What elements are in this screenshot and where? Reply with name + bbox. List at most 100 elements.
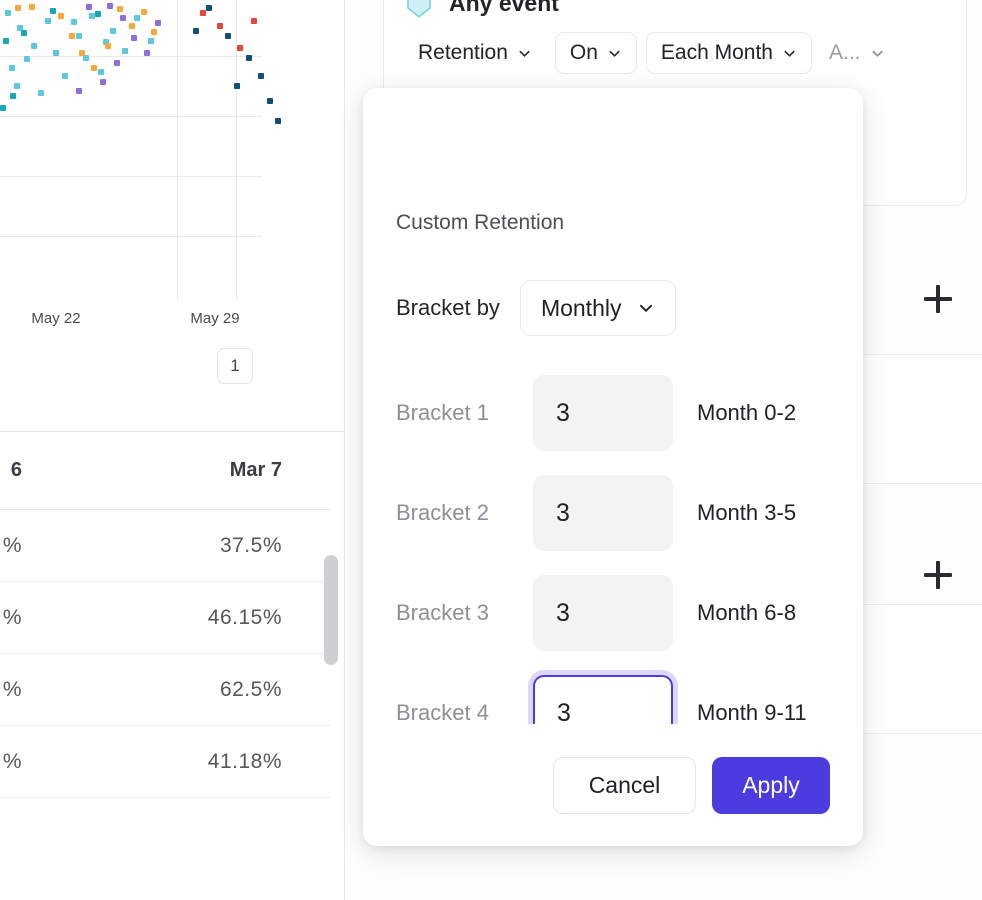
chart-data-point [53, 50, 60, 56]
table-scrollbar-thumb[interactable] [324, 555, 338, 665]
chart-gridline [0, 236, 262, 237]
bracket-range-label: Month 3-5 [697, 500, 797, 525]
chart-data-point [99, 78, 106, 85]
chart-data-point [104, 42, 111, 49]
chart-page-indicator[interactable]: 1 [217, 348, 253, 384]
table-row: % 46.15% [0, 582, 330, 654]
chart-data-point [192, 27, 199, 34]
table-header-cell: Mar 7 [229, 459, 282, 481]
metric-type-label: Retention [418, 41, 508, 64]
apply-button[interactable]: Apply [712, 756, 830, 814]
bracket-size-input[interactable]: 3 [533, 375, 673, 451]
chart-data-point [75, 87, 82, 94]
chart-data-point [13, 82, 20, 89]
bracket-label: Bracket 3 [396, 600, 489, 625]
chart-data-point [151, 28, 158, 35]
chart-data-point [116, 6, 123, 13]
chart-data-point [154, 20, 161, 26]
modal-footer: Cancel Apply [363, 724, 863, 846]
bracket-by-row: Bracket by Monthly [396, 280, 677, 336]
chart-data-point [75, 32, 82, 39]
chart-gridline [0, 56, 262, 57]
chart-data-point [49, 7, 56, 14]
chart-gridline [0, 176, 262, 177]
chart-plot-area [0, 0, 282, 300]
event-config-pill-row: Retention On Each Month [404, 32, 893, 74]
table-header-cell: 6 [10, 459, 22, 481]
table-cell: % [2, 605, 22, 629]
retention-table: 6 Mar 7% 37.5%% 46.15%% 62.5%% 41.18% [0, 432, 344, 900]
chart-data-point [110, 27, 117, 34]
bracket-size-input[interactable]: 3 [533, 475, 673, 551]
chevron-down-icon [519, 50, 530, 57]
chart-data-point [206, 5, 213, 11]
chart-gridline [177, 0, 178, 300]
period-dropdown[interactable]: Each Month [645, 32, 812, 74]
chart-data-point [17, 25, 24, 31]
chart-data-point [79, 50, 86, 56]
modal-title: Custom Retention [396, 211, 565, 234]
chart-data-point [258, 72, 264, 79]
add-step-button-2[interactable] [924, 561, 952, 589]
panel-divider [0, 431, 344, 432]
chart-data-point [103, 38, 110, 45]
chart-data-point [141, 8, 148, 15]
on-dropdown[interactable]: On [554, 32, 637, 74]
chart-data-point [3, 37, 10, 44]
table-cell: % [2, 533, 22, 557]
chart-data-point [129, 22, 135, 29]
bracket-size-input[interactable]: 3 [533, 575, 673, 651]
chart-data-point [68, 32, 75, 39]
bracket-range-label: Month 9-11 [697, 700, 807, 725]
table-cell: % [2, 677, 22, 701]
chart-data-point [86, 3, 92, 10]
chart-data-point [120, 15, 127, 21]
chart-data-point [30, 42, 37, 49]
table-cell: 46.15% [207, 605, 282, 629]
table-cell: 62.5% [219, 677, 282, 701]
chart-data-point [275, 117, 282, 124]
chart-data-point [24, 56, 31, 63]
chart-data-point [20, 30, 27, 36]
chart-data-point [113, 60, 120, 66]
bracket-label: Bracket 1 [396, 400, 489, 425]
chart-data-point [245, 55, 252, 61]
bracket-by-label: Bracket by [396, 295, 500, 320]
chart-data-point [8, 65, 15, 71]
x-tick-label: May 29 [190, 310, 240, 327]
bracket-label: Bracket 2 [396, 500, 489, 525]
chart-data-point [5, 10, 12, 16]
cancel-button[interactable]: Cancel [553, 756, 696, 814]
chart-data-point [15, 5, 22, 11]
bracket-by-select[interactable]: Monthly [519, 280, 677, 336]
chevron-down-icon [640, 304, 653, 312]
chart-data-point [130, 35, 137, 41]
additional-dropdown[interactable]: A... [821, 32, 893, 74]
table-row: % 37.5% [0, 510, 330, 582]
period-label: Each Month [660, 41, 773, 64]
bracket-label: Bracket 4 [396, 700, 489, 725]
table-cell: 41.18% [207, 749, 282, 773]
table-row: % 62.5% [0, 654, 330, 726]
chart-data-point [233, 82, 240, 89]
table-scrollbar[interactable] [324, 555, 338, 900]
metric-type-dropdown[interactable]: Retention [404, 32, 546, 74]
chevron-down-icon [784, 50, 795, 57]
chart-data-point [70, 18, 77, 25]
bracket-by-value: Monthly [540, 294, 622, 321]
bracket-row-3: Bracket 3 3 Month 6-8 [396, 570, 796, 656]
chart-gridline [0, 116, 262, 117]
bracket-range-label: Month 6-8 [697, 600, 797, 625]
chart-data-point [106, 2, 113, 9]
custom-retention-modal[interactable]: Custom Retention Bracket by Monthly Brac… [363, 88, 863, 846]
chart-data-point [225, 32, 232, 39]
chart-data-point [10, 92, 17, 99]
chart-data-point [82, 55, 89, 61]
add-step-button-1[interactable] [924, 285, 952, 313]
chart-x-tick-labels: May 22 May 29 [0, 310, 344, 334]
chart-data-point [94, 11, 101, 18]
chart-data-point [89, 12, 96, 19]
retention-scatter-chart [0, 0, 344, 300]
table-cell: 37.5% [219, 533, 282, 557]
